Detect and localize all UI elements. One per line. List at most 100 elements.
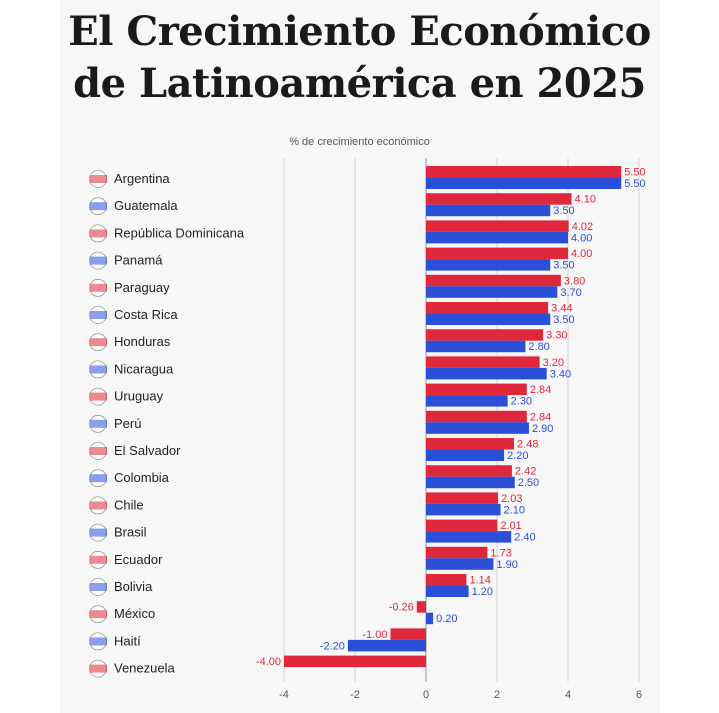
x-tick-label: 4 [565, 689, 571, 701]
country-label: Panamá [114, 253, 163, 268]
value-label: 1.90 [496, 559, 517, 571]
country-label: Honduras [114, 334, 171, 349]
value-label: 1.14 [469, 575, 490, 587]
value-label: 4.10 [575, 194, 596, 206]
value-label: 4.00 [571, 248, 592, 260]
value-label: 4.02 [572, 221, 593, 233]
bar [426, 302, 549, 314]
value-label: 2.80 [528, 341, 549, 353]
bar [347, 639, 426, 652]
bar [426, 193, 572, 205]
bar [426, 166, 622, 178]
bar [426, 356, 540, 368]
value-label: 3.80 [564, 275, 585, 287]
value-label: 5.50 [624, 178, 645, 190]
bar [426, 220, 569, 232]
country-label: Bolivia [114, 579, 153, 594]
bar [426, 438, 515, 450]
value-label: 2.84 [530, 411, 551, 423]
bar [426, 177, 622, 189]
country-label: Guatemala [114, 198, 178, 213]
value-label: 2.20 [507, 450, 528, 462]
value-label: 2.90 [532, 423, 553, 435]
bar [426, 422, 529, 434]
flag-icon-band [90, 474, 107, 483]
value-label: 1.73 [490, 547, 511, 559]
bar [426, 465, 512, 477]
value-label: 3.30 [546, 330, 567, 342]
value-label: 2.30 [511, 396, 532, 408]
country-label: El Salvador [114, 443, 181, 458]
x-tick-label: -2 [350, 689, 360, 701]
value-label: 2.40 [514, 532, 535, 544]
bar [426, 519, 498, 532]
value-label: 1.20 [472, 586, 493, 598]
x-tick-label: 6 [636, 689, 642, 701]
country-label: Haití [114, 633, 141, 648]
value-label: 3.20 [543, 357, 564, 369]
bar [416, 601, 426, 613]
country-label: Chile [114, 497, 144, 512]
value-label: 3.70 [560, 287, 581, 299]
bar [426, 410, 527, 423]
bar [426, 395, 508, 407]
bar [426, 546, 488, 559]
value-label: 2.84 [530, 384, 551, 396]
title-line-2: de Latinoamérica en 2025 [73, 60, 646, 107]
value-label: 3.50 [553, 260, 574, 272]
flag-icon-band [90, 338, 107, 347]
value-label: -2.20 [320, 640, 345, 652]
country-label: Nicaragua [114, 361, 174, 376]
bar [284, 655, 426, 668]
flag-icon-band [90, 447, 107, 455]
country-label: Venezuela [114, 661, 175, 676]
bar [426, 574, 467, 586]
country-label: Brasil [114, 525, 147, 540]
flag-icon-band [90, 419, 107, 428]
value-label: 2.01 [500, 520, 521, 532]
chart-subtitle: % de crecimiento económico [289, 136, 430, 148]
value-label: 4.00 [571, 232, 592, 244]
bar [426, 558, 494, 570]
country-label: Perú [114, 416, 141, 431]
country-label: Ecuador [114, 552, 163, 567]
value-label: -4.00 [256, 656, 281, 668]
flag-icon-band [90, 229, 107, 238]
bar [426, 259, 551, 271]
bar [426, 449, 505, 461]
flag-icon-band [90, 555, 107, 564]
country-label: Costa Rica [114, 307, 178, 322]
x-tick-label: 2 [494, 689, 500, 701]
flag-icon-band [90, 637, 107, 646]
bar [426, 231, 568, 244]
flag-icon-band [90, 365, 107, 374]
value-label: -1.00 [362, 629, 387, 641]
value-label: 2.50 [518, 477, 539, 489]
flag-icon-band [90, 175, 107, 183]
value-label: 3.50 [553, 314, 574, 326]
flag-icon-band [90, 583, 107, 591]
bar [426, 204, 551, 217]
flag-icon-band [90, 256, 107, 265]
bar [426, 286, 558, 298]
x-tick-label: 0 [423, 689, 429, 701]
title-line-1: El Crecimiento Económico [68, 8, 651, 55]
bar [390, 628, 426, 640]
value-label: 2.42 [515, 466, 536, 478]
bar [426, 612, 434, 625]
value-label: 3.44 [551, 303, 572, 315]
bar [426, 503, 501, 516]
flag-icon-band [90, 664, 107, 673]
country-label: Argentina [114, 171, 170, 186]
country-label: Colombia [114, 470, 170, 485]
value-label: -0.26 [389, 602, 414, 614]
country-label: Paraguay [114, 280, 170, 295]
flag-icon-band [90, 501, 107, 510]
value-label: 3.40 [550, 368, 571, 380]
value-label: 2.03 [501, 493, 522, 505]
bar [426, 274, 561, 287]
country-label: México [114, 606, 155, 621]
bar [426, 340, 526, 353]
flag-icon-band [90, 392, 107, 401]
